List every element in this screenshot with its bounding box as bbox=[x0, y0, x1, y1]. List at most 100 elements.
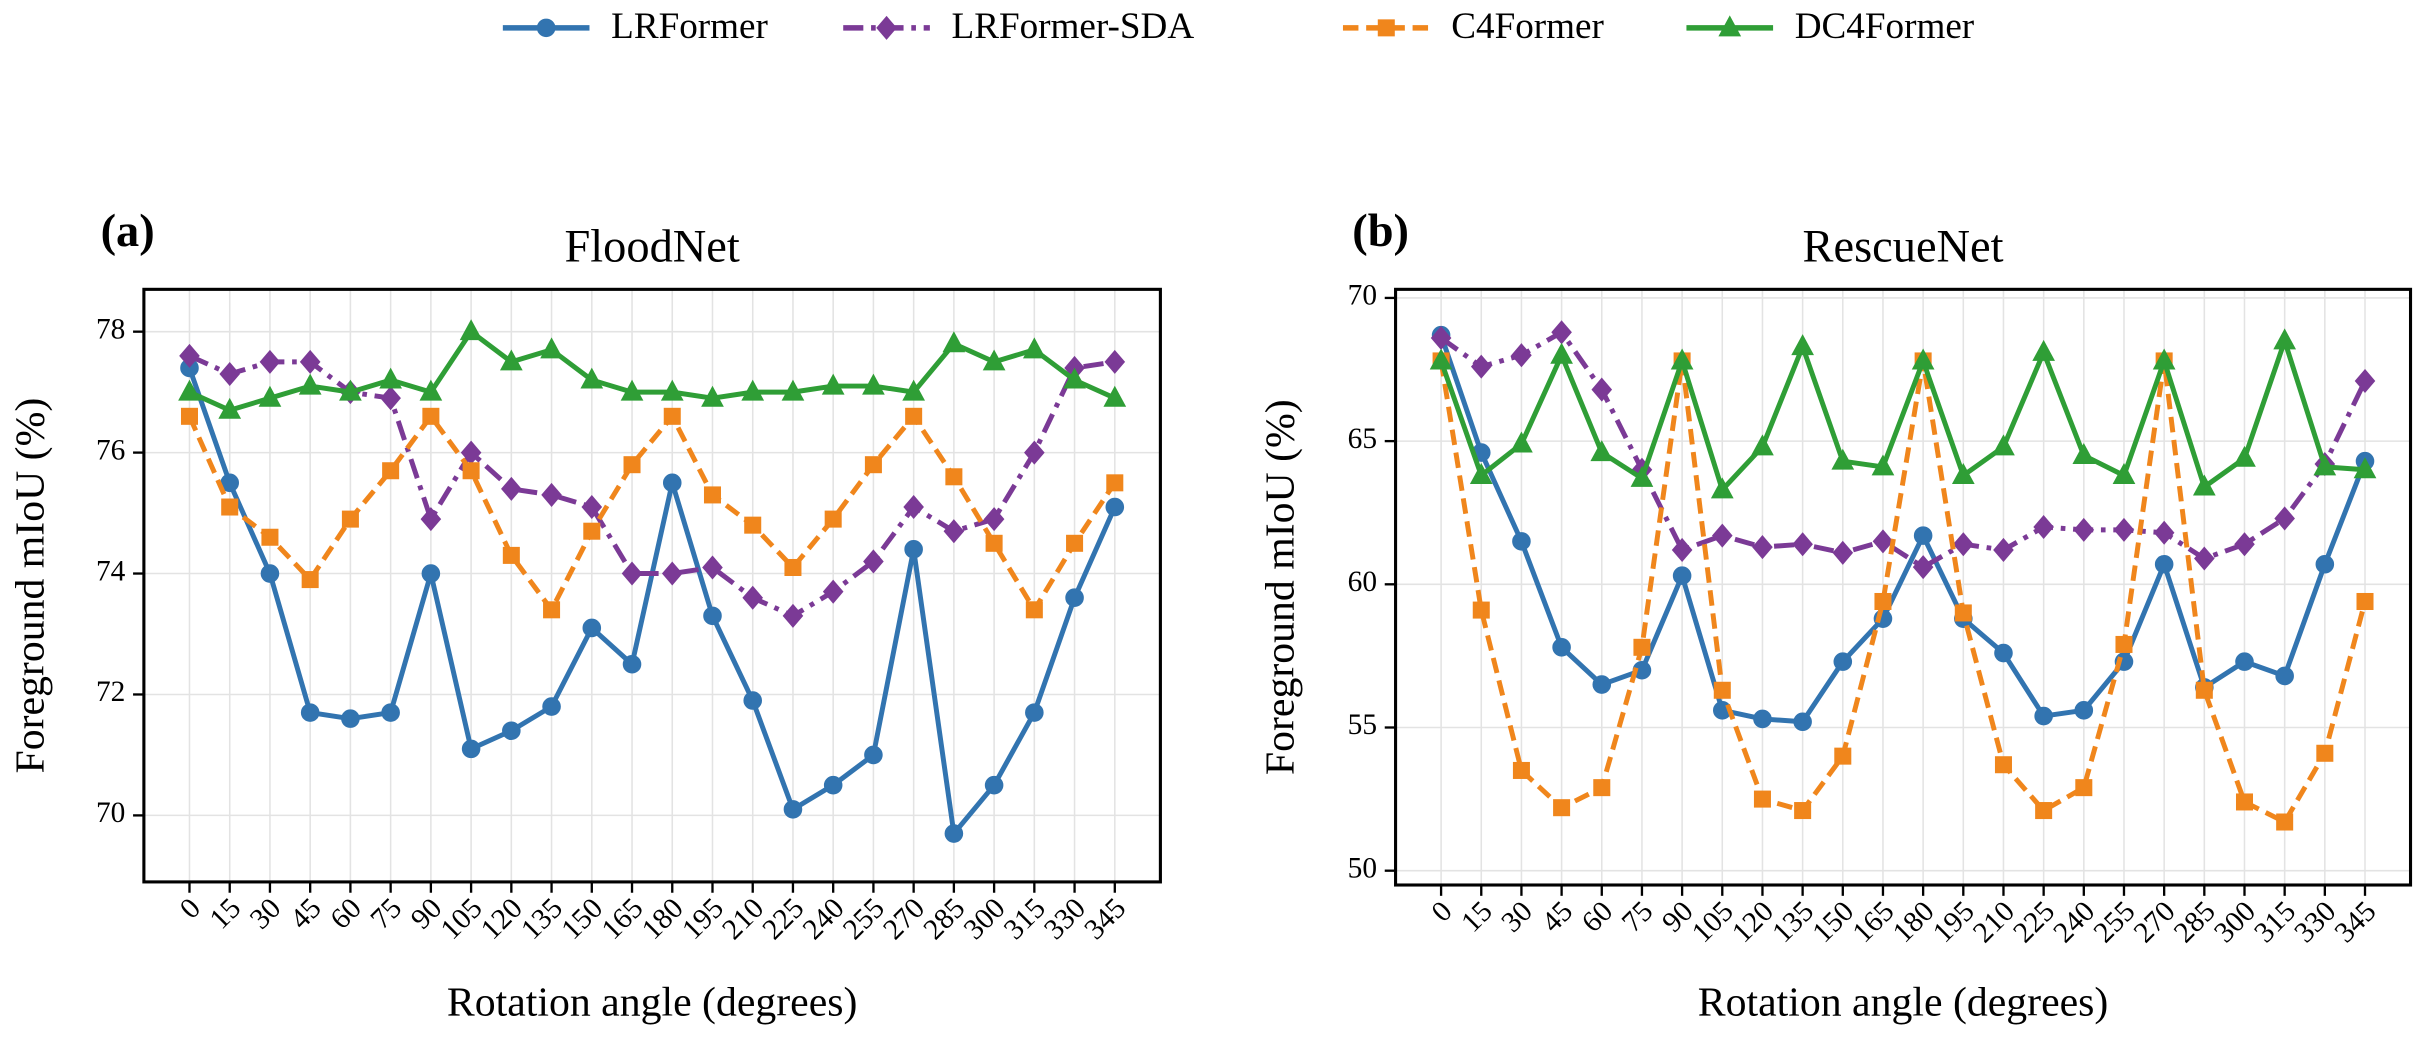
marker bbox=[741, 379, 765, 401]
marker bbox=[985, 534, 1003, 552]
y-tick-label: 60 bbox=[1348, 566, 1377, 598]
x-tick-label: 45 bbox=[1536, 895, 1579, 938]
marker bbox=[944, 824, 964, 843]
marker bbox=[1065, 588, 1084, 608]
marker bbox=[2273, 328, 2297, 350]
marker bbox=[2353, 457, 2377, 479]
marker bbox=[1592, 675, 1612, 694]
marker bbox=[501, 476, 522, 501]
marker bbox=[1670, 348, 1694, 370]
marker bbox=[1872, 529, 1894, 554]
marker bbox=[1834, 747, 1852, 765]
marker bbox=[1710, 477, 1734, 499]
marker bbox=[864, 456, 882, 474]
marker bbox=[1954, 604, 1972, 622]
marker bbox=[422, 407, 440, 425]
marker bbox=[1633, 638, 1651, 656]
marker bbox=[1752, 535, 1773, 560]
marker bbox=[864, 745, 883, 765]
x-tick-label: 75 bbox=[1616, 895, 1659, 938]
marker bbox=[2192, 474, 2216, 496]
legend-label: C4Former bbox=[1451, 6, 1604, 47]
marker bbox=[660, 379, 684, 401]
marker bbox=[2073, 517, 2095, 542]
marker bbox=[2035, 802, 2053, 820]
marker bbox=[1429, 348, 1453, 370]
legend-label: LRFormer bbox=[611, 6, 768, 47]
marker bbox=[1871, 454, 1895, 476]
marker bbox=[2234, 532, 2255, 557]
marker bbox=[742, 585, 764, 610]
series-line bbox=[188, 329, 1116, 413]
marker bbox=[1711, 523, 1733, 548]
legend-label: LRFormer-SDA bbox=[952, 6, 1195, 47]
marker bbox=[904, 540, 923, 559]
marker bbox=[622, 654, 642, 674]
marker bbox=[379, 367, 402, 389]
axes-frame bbox=[1394, 287, 2413, 887]
marker bbox=[1831, 448, 1855, 470]
marker bbox=[1470, 354, 1492, 379]
marker bbox=[783, 800, 803, 819]
marker bbox=[942, 331, 966, 353]
marker bbox=[2316, 744, 2334, 762]
legend-label: DC4Former bbox=[1795, 6, 1975, 47]
marker bbox=[298, 373, 322, 395]
marker bbox=[1512, 761, 1530, 779]
y-tick-label: 74 bbox=[96, 555, 126, 587]
marker bbox=[863, 549, 884, 574]
marker bbox=[2354, 368, 2376, 393]
marker bbox=[1550, 342, 1573, 364]
marker bbox=[1792, 532, 1813, 557]
marker bbox=[1793, 712, 1812, 732]
marker bbox=[1022, 337, 1046, 359]
x-tick-label: 60 bbox=[1576, 895, 1619, 938]
marker bbox=[2235, 793, 2254, 811]
marker bbox=[1472, 601, 1490, 619]
marker bbox=[1751, 434, 1774, 456]
marker bbox=[1791, 334, 1814, 356]
marker bbox=[420, 507, 442, 532]
marker bbox=[661, 561, 683, 586]
marker bbox=[419, 379, 443, 401]
y-tick-label: 70 bbox=[96, 797, 125, 829]
marker bbox=[1377, 19, 1395, 37]
marker bbox=[903, 494, 924, 520]
marker bbox=[301, 571, 319, 589]
x-tick-label: 30 bbox=[244, 892, 287, 935]
marker bbox=[945, 468, 963, 486]
marker bbox=[1911, 348, 1935, 370]
marker bbox=[536, 18, 556, 38]
marker bbox=[1512, 532, 1531, 551]
marker bbox=[2075, 779, 2093, 797]
marker bbox=[2072, 442, 2096, 464]
marker bbox=[261, 528, 279, 546]
marker bbox=[1025, 601, 1043, 619]
marker bbox=[1753, 790, 1771, 808]
panel-label: (a) bbox=[101, 206, 155, 257]
x-tick-label: 45 bbox=[284, 892, 327, 935]
marker bbox=[2195, 681, 2213, 699]
marker bbox=[1105, 497, 1125, 517]
marker bbox=[1066, 534, 1084, 552]
marker bbox=[862, 373, 885, 395]
marker bbox=[876, 15, 897, 40]
y-tick-label: 72 bbox=[96, 676, 125, 708]
marker bbox=[2153, 520, 2175, 545]
axes-frame bbox=[142, 287, 1162, 884]
x-axis-label: Rotation angle (degrees) bbox=[1698, 979, 2109, 1025]
x-axis-label: Rotation angle (degrees) bbox=[447, 979, 858, 1025]
series-line bbox=[188, 353, 1116, 619]
marker bbox=[299, 349, 321, 374]
marker bbox=[339, 379, 362, 401]
marker bbox=[623, 456, 641, 474]
marker bbox=[1024, 440, 1045, 465]
marker bbox=[784, 558, 802, 576]
marker bbox=[502, 546, 520, 564]
x-tick-label: 75 bbox=[365, 892, 408, 935]
marker bbox=[2112, 463, 2136, 484]
marker bbox=[1994, 643, 2013, 663]
chart-title: RescueNet bbox=[1803, 221, 2004, 272]
panel: (a) FloodNet Rotation angle (degrees) Foreg… bbox=[8, 206, 1162, 1025]
x-tick-label: 345 bbox=[1078, 892, 1132, 946]
